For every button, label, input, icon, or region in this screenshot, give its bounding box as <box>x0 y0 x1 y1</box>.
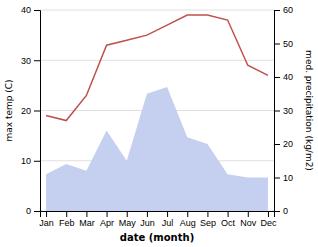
tick: 50 <box>274 39 293 49</box>
tick: 0 <box>26 206 40 216</box>
y-axis: 0 10 20 30 40 <box>21 5 41 216</box>
tick: Nov <box>240 211 257 228</box>
tick-mark <box>274 111 280 112</box>
tick-label: Feb <box>59 218 75 228</box>
tick-mark <box>274 10 280 11</box>
tick-mark <box>274 211 280 212</box>
tick-mark <box>46 211 47 217</box>
tick-mark <box>274 144 280 145</box>
tick-mark <box>86 211 87 217</box>
tick: 30 <box>21 56 40 66</box>
tick-label: May <box>119 218 137 228</box>
tick: 0 <box>274 206 288 216</box>
tick-label: Nov <box>240 218 257 228</box>
tick: Jul <box>162 211 174 228</box>
tick-label: Apr <box>100 218 114 228</box>
tick-mark <box>274 178 280 179</box>
tick-mark <box>34 161 40 162</box>
tick-label: 20 <box>21 106 31 116</box>
tick-label: Aug <box>180 218 196 228</box>
tick-label: 30 <box>21 56 31 66</box>
tick-label: Jun <box>140 218 155 228</box>
y-axis-title: max temp (C) <box>4 79 14 141</box>
tick-label: 20 <box>283 139 293 149</box>
x-axis-title: date (month) <box>120 232 194 243</box>
tick-mark <box>268 211 269 217</box>
grid-line <box>40 10 274 11</box>
tick-label: 10 <box>283 173 293 183</box>
tick-mark <box>274 77 280 78</box>
tick-mark <box>248 211 249 217</box>
tick-label: 0 <box>26 206 31 216</box>
grid-line <box>40 60 274 61</box>
tick-mark <box>34 10 40 11</box>
tick: Feb <box>59 211 75 228</box>
tick-label: 40 <box>21 5 31 15</box>
tick-label: Sep <box>200 218 216 228</box>
tick-label: 40 <box>283 72 293 82</box>
axis-line <box>34 11 41 212</box>
tick: 60 <box>274 5 293 15</box>
tick: Aug <box>180 211 196 228</box>
y2-axis-title: med. precipitation (kg/m2) <box>304 50 314 171</box>
tick-mark <box>34 111 40 112</box>
tick: May <box>119 211 137 228</box>
tick-mark <box>34 60 40 61</box>
tick-mark <box>187 211 188 217</box>
tick: Dec <box>260 211 277 228</box>
tick: 10 <box>274 173 293 183</box>
tick: Sep <box>200 211 216 228</box>
area <box>46 87 268 211</box>
tick: Oct <box>221 211 236 228</box>
tick-mark <box>34 211 40 212</box>
tick-label: Mar <box>79 218 95 228</box>
plot-area: Jan Feb Mar Apr MayJun Jul Aug Sep Oct NovDec 0 10 2… <box>4 5 314 243</box>
tick: 40 <box>274 72 293 82</box>
y2-axis: 0 10 20 30 40 50 60 <box>274 5 293 216</box>
tick: Jun <box>140 211 155 228</box>
tick: Jan <box>39 211 54 228</box>
tick: Apr <box>100 211 114 228</box>
axis-line <box>41 212 275 218</box>
tick-mark <box>167 211 168 217</box>
tick-mark <box>274 44 280 45</box>
tick-mark <box>127 211 128 217</box>
tick-label: Jul <box>162 218 174 228</box>
tick: Mar <box>79 211 95 228</box>
grid <box>40 10 274 211</box>
tick-label: 30 <box>283 106 293 116</box>
tick-label: 0 <box>283 206 288 216</box>
tick-label: Oct <box>221 218 236 228</box>
marks <box>46 15 268 211</box>
tick-label: 50 <box>283 39 293 49</box>
line <box>46 15 268 121</box>
tick: 40 <box>21 5 40 15</box>
tick-mark <box>147 211 148 217</box>
tick: 20 <box>274 139 293 149</box>
tick-mark <box>66 211 67 217</box>
tick-label: 60 <box>283 5 293 15</box>
tick-label: Dec <box>260 218 277 228</box>
tick-mark <box>228 211 229 217</box>
x-axis: Jan Feb Mar Apr MayJun Jul Aug Sep Oct NovDec <box>39 211 277 228</box>
tick-mark <box>207 211 208 217</box>
axis-line <box>275 11 281 212</box>
tick-label: 10 <box>21 156 31 166</box>
tick: 20 <box>21 106 40 116</box>
tick-label: Jan <box>39 218 54 228</box>
chart: Jan Feb Mar Apr MayJun Jul Aug Sep Oct NovDec 0 10 2… <box>0 0 318 247</box>
tick: 10 <box>21 156 40 166</box>
tick: 30 <box>274 106 293 116</box>
tick-mark <box>107 211 108 217</box>
